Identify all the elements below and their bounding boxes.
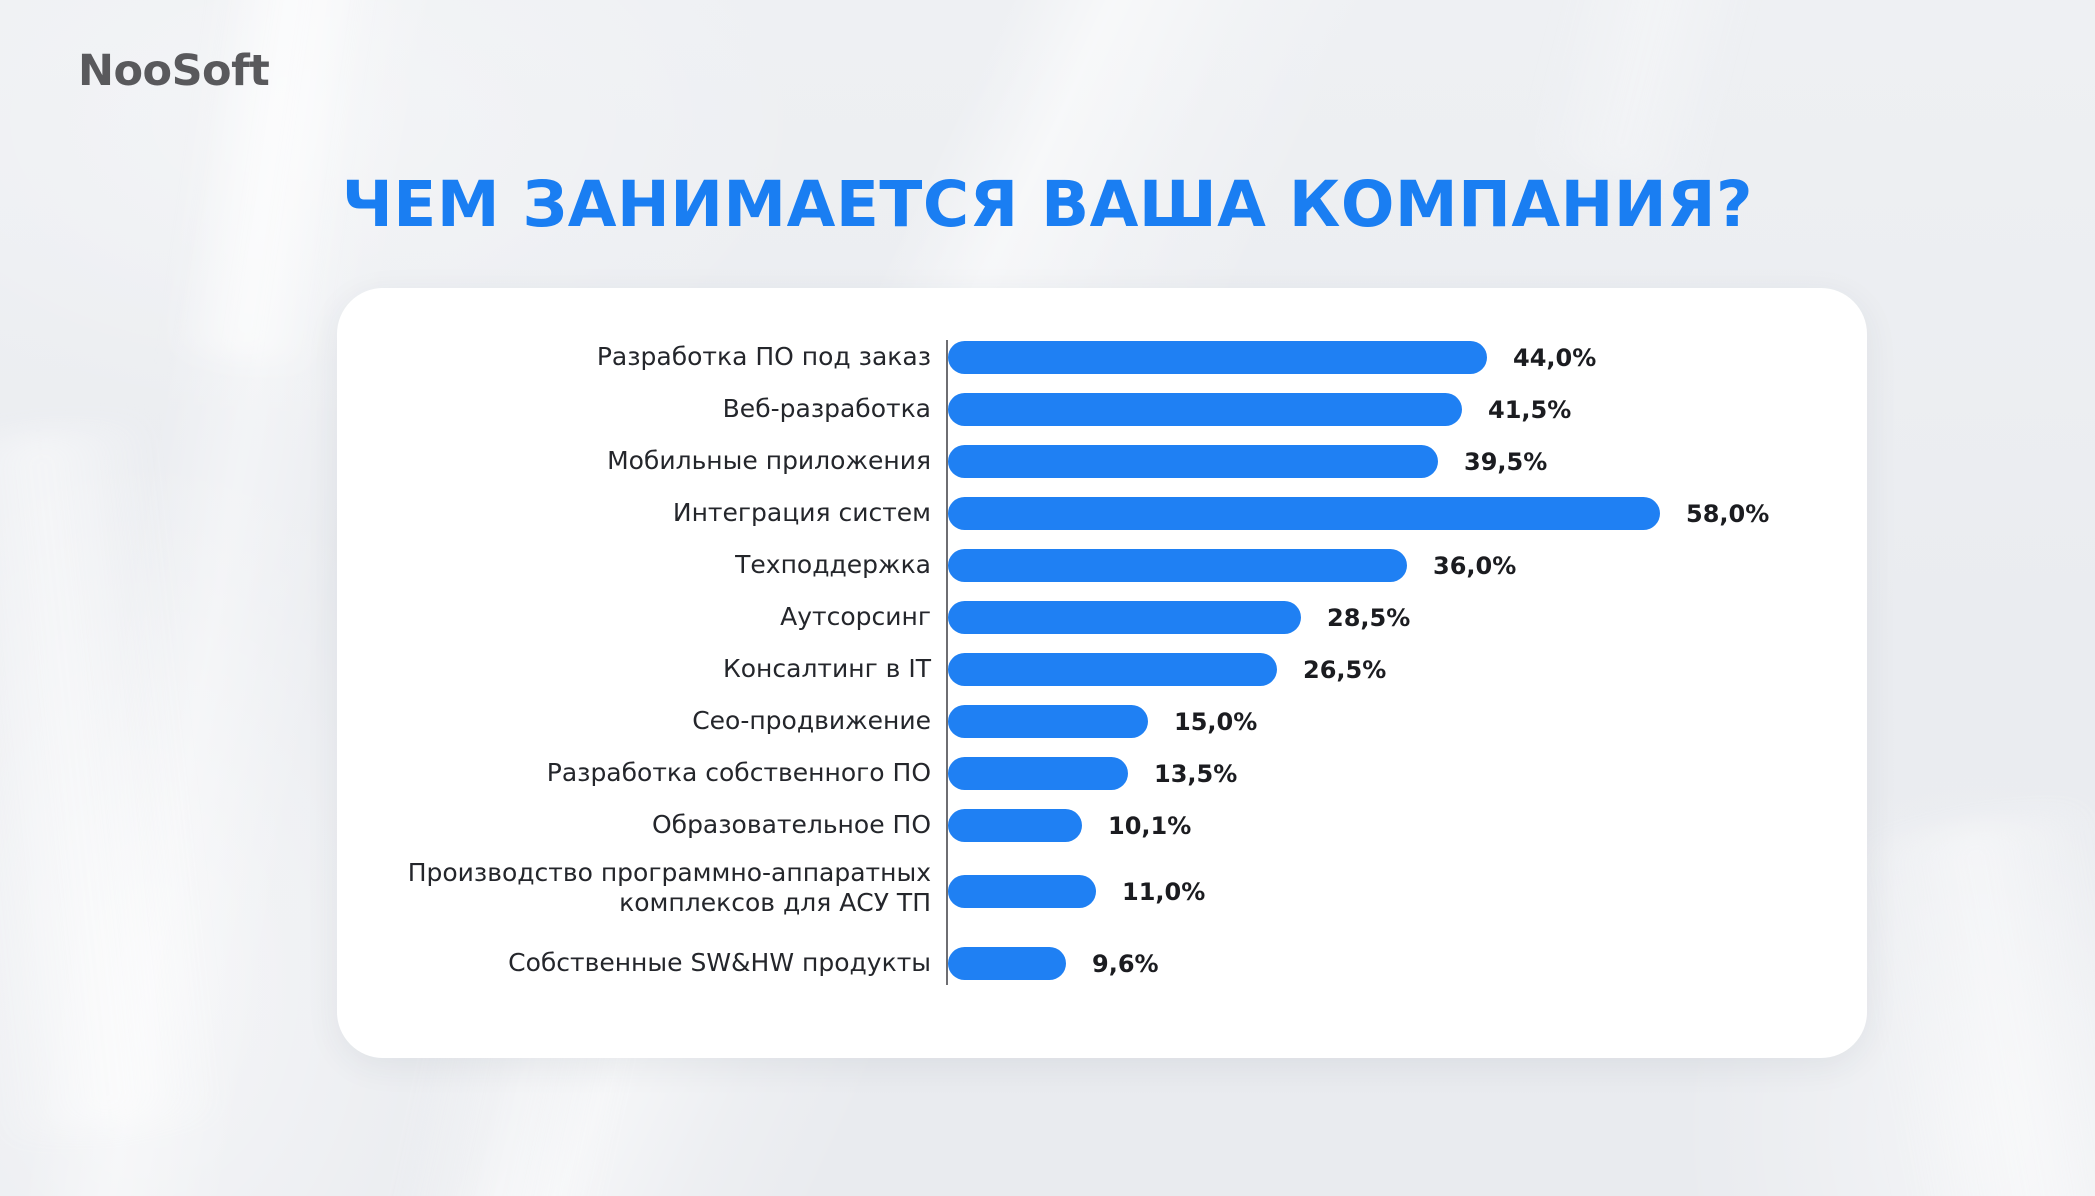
chart-card: Разработка ПО под заказ 44,0% Веб-разработ… [337, 288, 1867, 1058]
bar-category-label: Консалтинг в IT [723, 654, 931, 683]
bar [948, 874, 1096, 908]
bar-category-label: Образовательное ПО [651, 810, 931, 839]
chart-row: Производство программно-аппаратных компл… [337, 858, 1867, 917]
bar-category-label: Мобильные приложения [607, 446, 931, 475]
bar-value-label: 13,5% [1154, 760, 1238, 788]
bar [948, 946, 1066, 980]
bar-category-label: Аутсорсинг [780, 602, 931, 631]
horizontal-bar-chart: Разработка ПО под заказ 44,0% Веб-разработ… [337, 288, 1867, 1058]
bar [948, 704, 1148, 738]
bar-category-label: Собственные SW&HW продукты [508, 948, 931, 977]
bar-value-label: 26,5% [1303, 656, 1387, 684]
bar-category-label: Веб-разработка [722, 394, 931, 423]
bar [948, 652, 1277, 686]
bar-category-label: Интеграция систем [672, 498, 931, 527]
bar-category-label: Разработка ПО под заказ [596, 342, 931, 371]
bar-category-label: Техподдержка [735, 550, 931, 579]
bar [948, 600, 1301, 634]
bar-value-label: 58,0% [1686, 500, 1770, 528]
bar-value-label: 15,0% [1174, 708, 1258, 736]
chart-axis-line [946, 340, 948, 985]
bar-category-label: Сео-продвижение [692, 706, 931, 735]
chart-row: Образовательное ПО 10,1% [337, 808, 1867, 842]
bar [948, 548, 1407, 582]
chart-row: Собственные SW&HW продукты 9,6% [337, 946, 1867, 980]
page-title: ЧЕМ ЗАНИМАЕТСЯ ВАША КОМПАНИЯ? [341, 168, 1754, 241]
bar-category-label: Производство программно-аппаратных компл… [407, 858, 931, 917]
chart-row: Аутсорсинг 28,5% [337, 600, 1867, 634]
bar [948, 392, 1462, 426]
chart-row: Разработка ПО под заказ 44,0% [337, 340, 1867, 374]
bar-value-label: 10,1% [1108, 812, 1192, 840]
bar-value-label: 11,0% [1122, 878, 1206, 906]
bar [948, 756, 1128, 790]
chart-row: Консалтинг в IT 26,5% [337, 652, 1867, 686]
bar [948, 444, 1438, 478]
chart-row: Мобильные приложения 39,5% [337, 444, 1867, 478]
chart-row: Разработка собственного ПО 13,5% [337, 756, 1867, 790]
chart-row: Веб-разработка 41,5% [337, 392, 1867, 426]
bar-category-label: Разработка собственного ПО [546, 758, 931, 787]
bar-value-label: 41,5% [1488, 396, 1572, 424]
bar-value-label: 9,6% [1092, 950, 1159, 978]
bar-value-label: 44,0% [1513, 344, 1597, 372]
chart-rows: Разработка ПО под заказ 44,0% Веб-разработ… [337, 288, 1867, 1058]
bar-value-label: 28,5% [1327, 604, 1411, 632]
noosoft-logo: NooSoft [78, 46, 270, 96]
background-streak [1842, 800, 2095, 1196]
background-streak [0, 419, 226, 1141]
bar [948, 340, 1487, 374]
bar-value-label: 36,0% [1433, 552, 1517, 580]
chart-row: Сео-продвижение 15,0% [337, 704, 1867, 738]
chart-row: Техподдержка 36,0% [337, 548, 1867, 582]
chart-row: Интеграция систем 58,0% [337, 496, 1867, 530]
bar-value-label: 39,5% [1464, 448, 1548, 476]
bar [948, 496, 1660, 530]
bar [948, 808, 1082, 842]
